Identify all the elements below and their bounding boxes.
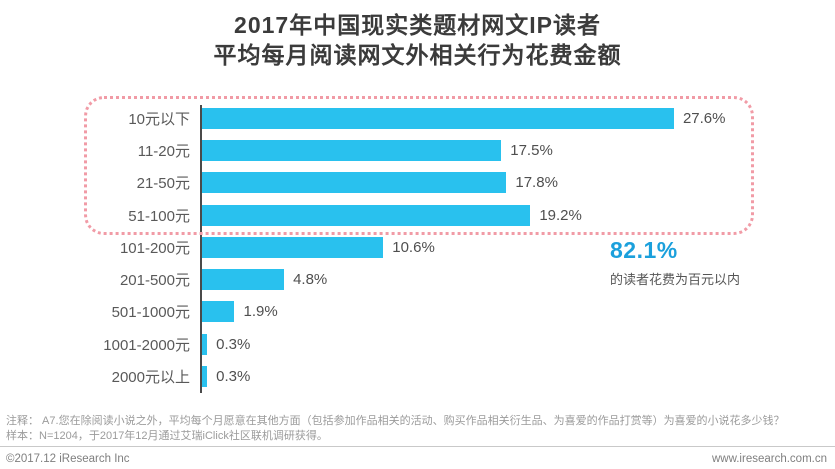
bar — [202, 269, 285, 291]
bar-track: 19.2% — [202, 204, 835, 226]
chart-row: 101-200元 10.6% — [0, 231, 835, 263]
chart-row: 11-20元 17.5% — [0, 134, 835, 166]
category-label: 21-50元 — [136, 175, 190, 193]
footer-bar: ©2017.12 iResearch Inc www.iresearch.com… — [0, 446, 835, 465]
category-label: 201-500元 — [119, 272, 190, 290]
category-label: 501-1000元 — [111, 304, 190, 322]
bar — [202, 139, 502, 161]
value-label: 0.3% — [216, 368, 251, 386]
bar — [202, 204, 531, 226]
page-title: 2017年中国现实类题材网文IP读者 平均每月阅读网文外相关行为花费金额 — [0, 10, 835, 70]
footnote-line-1: 注释： A7.您在除阅读小说之外，平均每个月愿意在其他方面（包括参加作品相关的活… — [6, 415, 785, 427]
title-line-2: 平均每月阅读网文外相关行为花费金额 — [213, 42, 622, 68]
chart-row: 501-1000元 1.9% — [0, 296, 835, 328]
bar-track: 4.8% — [202, 269, 835, 291]
chart-row: 1001-2000元 0.3% — [0, 328, 835, 360]
category-label: 1001-2000元 — [103, 336, 190, 354]
category-label: 10元以下 — [128, 110, 190, 128]
chart-row: 10元以下 27.6% — [0, 102, 835, 134]
bar — [202, 301, 235, 323]
bar — [202, 236, 384, 258]
bar-chart: 10元以下 27.6% 11-20元 17.5% 21-50元 17.8% 51-100元 1… — [0, 102, 835, 402]
category-label: 11-20元 — [137, 142, 190, 160]
category-label: 51-100元 — [128, 207, 190, 225]
bar-track: 17.5% — [202, 139, 835, 161]
chart-row: 21-50元 17.8% — [0, 167, 835, 199]
copyright-text: ©2017.12 iResearch Inc — [6, 453, 130, 465]
annotation-value: 82.1% — [610, 237, 678, 263]
y-axis-line — [200, 105, 202, 393]
bar-track: 1.9% — [202, 301, 835, 323]
annotation: 82.1% 的读者花费为百元以内 — [610, 237, 740, 288]
value-label: 17.5% — [510, 141, 553, 159]
bar — [202, 172, 507, 194]
website-text: www.iresearch.com.cn — [711, 453, 827, 465]
bar — [202, 333, 208, 355]
value-label: 27.6% — [682, 109, 726, 127]
category-label: 2000元以上 — [111, 369, 190, 387]
value-label: 19.2% — [539, 206, 582, 224]
bar-track: 27.6% — [202, 107, 835, 129]
footnote-line-2: 样本：N=1204，于2017年12月通过艾瑞iClick社区联机调研获得。 — [6, 429, 328, 442]
value-label: 10.6% — [392, 238, 435, 256]
title-line-1: 2017年中国现实类题材网文IP读者 — [234, 12, 601, 38]
bar-track: 17.8% — [202, 172, 835, 194]
bar — [202, 107, 674, 129]
chart-rows: 10元以下 27.6% 11-20元 17.5% 21-50元 17.8% 51-100元 1… — [0, 102, 835, 393]
bar-track: 10.6% — [202, 236, 835, 258]
bar-track: 0.3% — [202, 333, 835, 355]
annotation-caption: 的读者花费为百元以内 — [610, 272, 741, 287]
footnotes: 注释： A7.您在除阅读小说之外，平均每个月愿意在其他方面（包括参加作品相关的活… — [6, 414, 826, 443]
chart-row: 51-100元 19.2% — [0, 199, 835, 231]
chart-row: 2000元以上 0.3% — [0, 360, 835, 392]
bar — [202, 366, 208, 388]
value-label: 4.8% — [293, 271, 328, 289]
value-label: 1.9% — [243, 303, 278, 321]
chart-row: 201-500元 4.8% — [0, 263, 835, 295]
bar-track: 0.3% — [202, 366, 835, 388]
category-label: 101-200元 — [119, 239, 190, 257]
value-label: 17.8% — [515, 174, 558, 192]
value-label: 0.3% — [216, 335, 251, 353]
